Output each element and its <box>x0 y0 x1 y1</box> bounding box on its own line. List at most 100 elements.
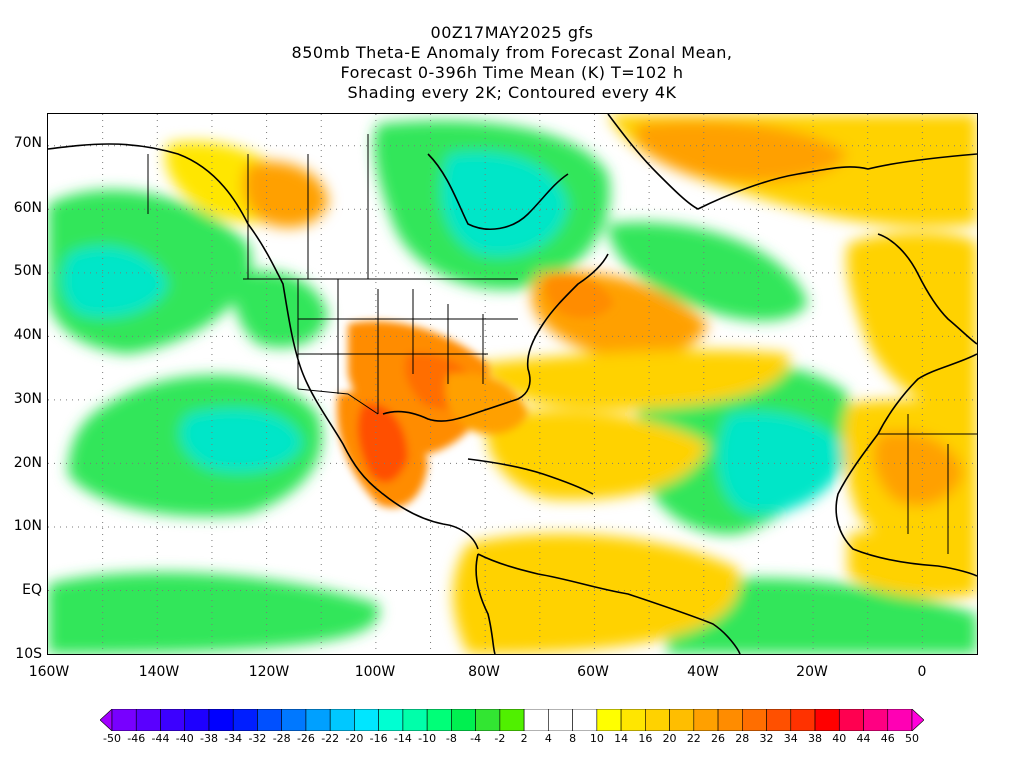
anomaly-map <box>48 114 977 654</box>
colorbar-label: -22 <box>321 732 340 745</box>
lon-label-0: 0 <box>917 664 927 680</box>
colorbar-label: 22 <box>686 732 701 745</box>
shade-cyan-hudson <box>441 151 568 257</box>
lat-label-60n: 60N <box>13 200 42 216</box>
colorbar-label: -16 <box>369 732 388 745</box>
lon-label-120w: 120W <box>248 664 290 680</box>
title-line-4: Shading every 2K; Contoured every 4K <box>347 83 677 102</box>
colorbar-label: -4 <box>470 732 482 745</box>
colorbar-label: -32 <box>248 732 267 745</box>
colorbar-label: 26 <box>711 732 726 745</box>
colorbar-arrow-high <box>911 709 924 731</box>
colorbar-arrow-low <box>100 709 113 731</box>
lat-label-30n: 30N <box>13 391 42 407</box>
africa-borders <box>878 414 977 554</box>
colorbar-cell <box>232 709 258 731</box>
colorbar-cell <box>887 709 913 731</box>
colorbar-cell <box>620 709 646 731</box>
colorbar-cell <box>814 709 840 731</box>
lat-label-70n: 70N <box>13 135 42 151</box>
colorbar-cell <box>838 709 864 731</box>
lon-label-40w: 40W <box>687 664 719 680</box>
colorbar-label: 38 <box>808 732 823 745</box>
colorbar-label: -2 <box>494 732 506 745</box>
colorbar-cell <box>135 709 161 731</box>
shade-green-south-atl <box>666 578 977 654</box>
colorbar-cell <box>475 709 501 731</box>
lat-label-10s: 10S <box>15 646 42 662</box>
colorbar-cell <box>669 709 695 731</box>
colorbar-label: 44 <box>856 732 871 745</box>
shade-yellow-south-america <box>453 533 740 654</box>
colorbar-cell <box>208 709 234 731</box>
colorbar-cell <box>548 709 573 731</box>
lon-label-80w: 80W <box>468 664 500 680</box>
us-mexico-border <box>297 388 379 415</box>
colorbar-label: -8 <box>445 732 457 745</box>
title-line-3: Forecast 0-396h Time Mean (K) T=102 h <box>340 63 684 82</box>
colorbar-cell <box>766 709 792 731</box>
title-line-2: 850mb Theta-E Anomaly from Forecast Zona… <box>291 43 733 62</box>
lat-label-eq: EQ <box>22 582 42 598</box>
colorbar-label: -44 <box>151 732 170 745</box>
colorbar-cell <box>499 709 525 731</box>
shade-yellow-natl-band <box>478 349 790 411</box>
lon-label-20w: 20W <box>796 664 828 680</box>
coast-europe <box>877 233 977 345</box>
colorbar-label: -20 <box>345 732 364 745</box>
coast-caribbean <box>467 458 594 495</box>
colorbar-label: 8 <box>569 732 577 745</box>
lon-label-160w: 160W <box>28 664 70 680</box>
lon-label-140w: 140W <box>138 664 180 680</box>
colorbar-label: -34 <box>224 732 243 745</box>
state-borders <box>147 134 977 554</box>
colorbar-cell <box>717 709 743 731</box>
lon-label-100w: 100W <box>354 664 396 680</box>
colorbar-label: 46 <box>880 732 895 745</box>
shading-layer <box>48 114 977 654</box>
colorbar-cell <box>111 709 137 731</box>
lat-label-20n: 20N <box>13 455 42 471</box>
title-line-1: 00Z17MAY2025 gfs <box>430 23 594 42</box>
colorbar-label: 4 <box>544 732 552 745</box>
shade-green-tropical-pac <box>48 572 380 654</box>
colorbar-cell <box>863 709 889 731</box>
colorbar-cell <box>426 709 452 731</box>
colorbar-label: 28 <box>735 732 750 745</box>
colorbar-label: 14 <box>614 732 629 745</box>
shade-yellow-europe <box>846 232 977 414</box>
lat-label-40n: 40N <box>13 327 42 343</box>
coast-hudson-bay <box>427 153 569 230</box>
colorbar-cell <box>742 709 767 731</box>
shade-orange-western-canada <box>242 161 328 228</box>
colorbar-cell <box>451 709 476 731</box>
colorbar-cell <box>523 709 549 731</box>
colorbar-label: -46 <box>127 732 146 745</box>
colorbar-cell <box>354 709 379 731</box>
shade-yellow-caribbean <box>486 410 708 500</box>
colorbar-label: -40 <box>175 732 194 745</box>
colorbar-label: -28 <box>272 732 291 745</box>
colorbar-label: -50 <box>103 732 121 745</box>
shade-orange-se-us <box>444 373 528 434</box>
coast-africa <box>835 353 977 577</box>
lon-label-60w: 60W <box>577 664 609 680</box>
colorbar-label: 40 <box>832 732 847 745</box>
colorbar <box>100 709 924 731</box>
colorbar-label: 2 <box>520 732 528 745</box>
colorbar-cell <box>281 709 307 731</box>
colorbar-label: 16 <box>638 732 653 745</box>
colorbar-label: 20 <box>662 732 677 745</box>
shade-cyan-subtropical-atl <box>717 411 848 515</box>
colorbar-cell <box>572 709 598 731</box>
shade-green-natl <box>608 222 808 321</box>
coastlines <box>48 114 977 654</box>
colorbar-cell <box>160 709 186 731</box>
colorbar-cell <box>645 709 670 731</box>
colorbar-label: 34 <box>783 732 798 745</box>
colorbar-cell <box>184 709 210 731</box>
map-panel <box>47 113 978 655</box>
graticule <box>48 114 977 654</box>
colorbar-label: -38 <box>199 732 218 745</box>
colorbar-label: 50 <box>905 732 919 745</box>
